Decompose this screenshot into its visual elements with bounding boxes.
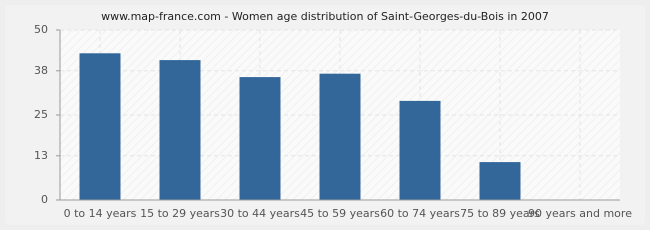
bar xyxy=(239,77,281,201)
y-tick-label: 0 xyxy=(41,193,48,206)
y-tick-label: 25 xyxy=(34,108,48,121)
bar xyxy=(479,162,521,201)
y-tick-label: 13 xyxy=(34,149,48,162)
bar xyxy=(79,53,121,201)
bar xyxy=(399,100,441,201)
x-tick-label: 45 to 59 years xyxy=(300,207,380,220)
x-tick-label: 60 to 74 years xyxy=(380,207,460,220)
y-tick-label: 50 xyxy=(34,23,48,36)
chart: www.map-france.com - Women age distribut… xyxy=(0,0,650,230)
x-tick-label: 0 to 14 years xyxy=(64,207,137,220)
x-tick-label: 30 to 44 years xyxy=(220,207,300,220)
bar xyxy=(319,73,361,201)
x-tick-label: 90 years and more xyxy=(528,207,632,220)
chart-title: www.map-france.com - Women age distribut… xyxy=(101,10,549,23)
bar xyxy=(159,60,201,201)
x-tick-label: 15 to 29 years xyxy=(140,207,220,220)
y-tick-label: 38 xyxy=(34,64,48,77)
x-tick-label: 75 to 89 years xyxy=(460,207,540,220)
